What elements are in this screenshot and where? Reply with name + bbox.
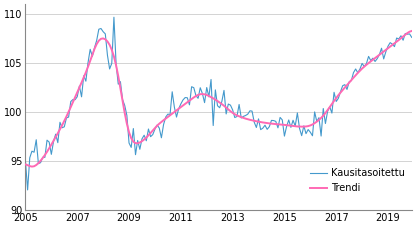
Trendi <box>30 165 35 168</box>
Kausitasoitettu <box>370 57 375 59</box>
Kausitasoitettu <box>70 98 75 101</box>
Kausitasoitettu <box>23 160 28 162</box>
Trendi <box>368 60 373 63</box>
Kausitasoitettu <box>174 116 179 118</box>
Trendi <box>172 111 177 113</box>
Trendi <box>409 30 414 32</box>
Line: Trendi: Trendi <box>25 31 412 167</box>
Kausitasoitettu <box>105 54 110 57</box>
Trendi <box>32 165 37 168</box>
Kausitasoitettu <box>25 189 30 191</box>
Trendi <box>399 37 404 39</box>
Trendi <box>23 163 28 166</box>
Line: Kausitasoitettu: Kausitasoitettu <box>25 17 412 190</box>
Kausitasoitettu <box>409 36 414 39</box>
Kausitasoitettu <box>401 39 406 42</box>
Kausitasoitettu <box>32 151 37 154</box>
Kausitasoitettu <box>111 16 116 19</box>
Legend: Kausitasoitettu, Trendi: Kausitasoitettu, Trendi <box>308 166 407 195</box>
Trendi <box>105 40 110 43</box>
Trendi <box>70 101 75 104</box>
